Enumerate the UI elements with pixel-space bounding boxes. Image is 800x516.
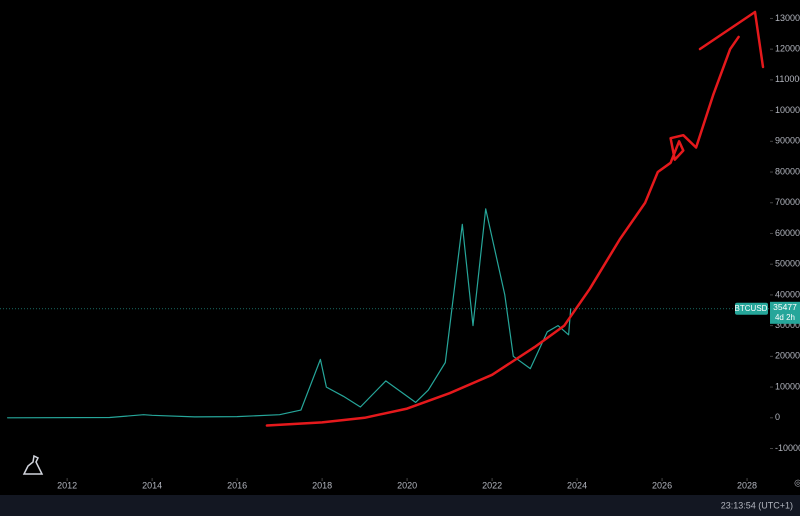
logo xyxy=(22,454,44,475)
y-tick-label: 60000 xyxy=(775,228,800,238)
x-tick-label: 2022 xyxy=(482,480,502,490)
x-tick-label: 2014 xyxy=(142,480,162,490)
y-tick-label: 10000 xyxy=(775,381,800,391)
x-tick-label: 2028 xyxy=(737,480,757,490)
ticker-tag xyxy=(735,302,768,315)
price-label: 35477 xyxy=(773,302,797,312)
x-tick-label: 2018 xyxy=(312,480,332,490)
x-tick-label: 2024 xyxy=(567,480,587,490)
x-tick-label: 2020 xyxy=(397,480,417,490)
x-tick-label: 2026 xyxy=(652,480,672,490)
price-tag xyxy=(770,301,800,324)
y-tick-label: 50000 xyxy=(775,259,800,269)
ticker-label: BTCUSD xyxy=(735,304,768,313)
y-tick-label: 100000 xyxy=(775,105,800,115)
y-tick-label: 80000 xyxy=(775,166,800,176)
y-tick-label: 30000 xyxy=(775,320,800,330)
y-tick-label: 130000 xyxy=(775,13,800,23)
y-tick-label: 0 xyxy=(775,412,780,422)
arrow-head xyxy=(698,10,765,69)
y-tick-label: -10000 xyxy=(775,443,800,453)
series-line xyxy=(265,35,740,427)
y-tick-label: 20000 xyxy=(775,351,800,361)
countdown-label: 4d 2h xyxy=(775,313,795,322)
clock[interactable]: 23:13:54 (UTC+1) xyxy=(721,500,793,510)
x-tick-label: 2016 xyxy=(227,480,247,490)
series-line xyxy=(7,208,572,419)
y-tick-label: 70000 xyxy=(775,197,800,207)
y-tick-label: 40000 xyxy=(775,289,800,299)
y-tick-label: 110000 xyxy=(775,74,800,84)
x-tick-label: 2012 xyxy=(57,480,77,490)
y-tick-label: 120000 xyxy=(775,44,800,54)
bottom-bar xyxy=(0,495,800,516)
y-tick-label: 90000 xyxy=(775,136,800,146)
settings-icon[interactable]: ◎ xyxy=(794,477,800,487)
